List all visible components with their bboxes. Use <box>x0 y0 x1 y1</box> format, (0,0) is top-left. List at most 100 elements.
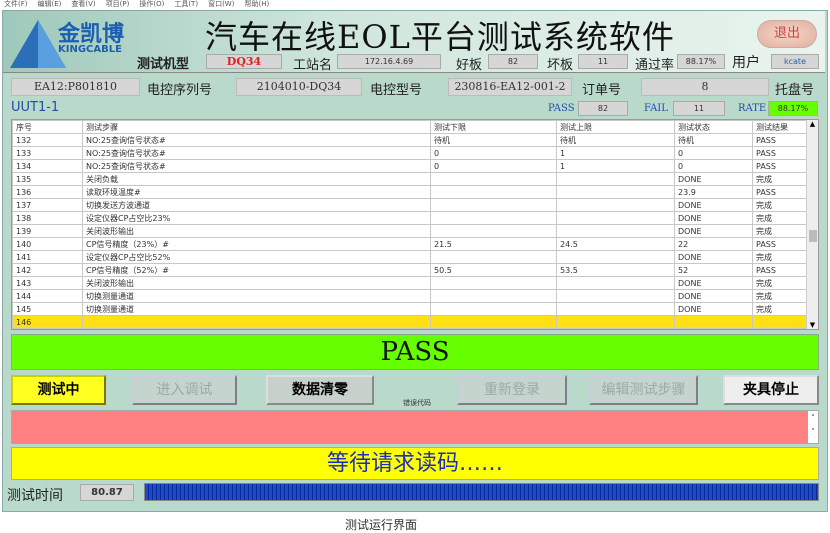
model-label: 测试机型 <box>137 57 190 72</box>
table-cell: 0 <box>674 146 753 160</box>
column-header[interactable]: 测试结果 <box>752 120 808 134</box>
table-cell: DONE <box>674 302 753 316</box>
good-field: 82 <box>488 54 538 69</box>
serial-label: 电控序列号 <box>147 83 213 98</box>
rate-field: 88.17% <box>677 54 725 69</box>
scroll-up-icon[interactable]: ▲ <box>809 120 816 128</box>
menu-item[interactable]: 帮助(H) <box>244 0 270 8</box>
table-cell: 21.5 <box>430 237 557 251</box>
table-cell: 切换发送方波通道 <box>82 198 431 212</box>
table-row[interactable]: 144 切换测量通道 DONE 完成 <box>12 289 808 303</box>
column-header[interactable]: 测试上限 <box>556 120 675 134</box>
table-cell: DONE <box>674 289 753 303</box>
table-row[interactable]: 132 NO:25查询信号状态# 待机 待机 待机 PASS <box>12 133 808 147</box>
table-cell <box>556 211 675 225</box>
progress-fill <box>145 484 818 500</box>
debug-button[interactable]: 进入调试 <box>132 375 237 405</box>
uut-label: UUT1-1 <box>11 100 60 115</box>
table-row[interactable]: 135 关闭负载 DONE 完成 <box>12 172 808 186</box>
table-row[interactable]: 139 关闭波形输出 DONE 完成 <box>12 224 808 238</box>
menu-item[interactable]: 查看(V) <box>71 0 96 8</box>
fixture-stop-button[interactable]: 夹具停止 <box>723 375 819 405</box>
table-cell: NO:25查询信号状态# <box>82 146 431 160</box>
menu-bar: 文件(F) 编辑(E) 查看(V) 项目(P) 操作(O) 工具(T) 窗口(W) 帮助(H) <box>0 0 830 10</box>
table-cell: 完成 <box>752 211 808 225</box>
type-field[interactable]: 2104010-DQ34 <box>236 78 362 96</box>
table-cell: 137 <box>12 198 83 212</box>
table-row[interactable]: 136 读取环境温度# 23.9 PASS <box>12 185 808 199</box>
order-label: 订单号 <box>582 83 622 98</box>
table-row[interactable]: 138 设定仪器CP占空比23% DONE 完成 <box>12 211 808 225</box>
table-row[interactable]: 146 <box>12 315 808 329</box>
exit-button[interactable]: 退出 <box>757 20 817 48</box>
order-field[interactable]: 230816-EA12-001-2 <box>448 78 572 96</box>
tray-field[interactable]: 8 <box>641 78 769 96</box>
column-header[interactable]: 测试状态 <box>674 120 753 134</box>
table-row[interactable]: 143 关闭波形输出 DONE 完成 <box>12 276 808 290</box>
table-cell <box>430 185 557 199</box>
table-cell <box>430 289 557 303</box>
bad-field: 11 <box>578 54 628 69</box>
edit-steps-button[interactable]: 编辑测试步骤 <box>589 375 698 405</box>
scroll-down-icon[interactable]: ▼ <box>809 321 816 329</box>
table-cell <box>752 315 808 329</box>
table-cell: CP信号精度（52%）# <box>82 263 431 277</box>
table-cell: 146 <box>12 315 83 329</box>
table-cell <box>674 315 753 329</box>
caption: 测试运行界面 <box>345 518 418 532</box>
test-time-field: 80.87 <box>80 484 134 501</box>
result-banner: PASS <box>11 334 819 370</box>
pass-label: PASS <box>548 103 575 114</box>
app-title: 汽车在线EOL平台测试系统软件 <box>205 18 675 56</box>
menu-item[interactable]: 工具(T) <box>174 0 199 8</box>
table-cell: 设定仪器CP占空比23% <box>82 211 431 225</box>
logo-text: 金凯博 <box>58 22 125 47</box>
table-cell <box>556 185 675 199</box>
relogin-button[interactable]: 重新登录 <box>457 375 567 405</box>
column-header[interactable]: 测试步骤 <box>82 120 431 134</box>
table-row[interactable]: 141 设定仪器CP占空比52% DONE 完成 <box>12 250 808 264</box>
table-row[interactable]: 142 CP信号精度（52%）# 50.5 53.5 52 PASS <box>12 263 808 277</box>
table-cell: 读取环境温度# <box>82 185 431 199</box>
table-scrollbar[interactable]: ▲ ▼ <box>806 120 818 329</box>
table-cell: 136 <box>12 185 83 199</box>
table-cell: PASS <box>752 159 808 173</box>
menu-item[interactable]: 文件(F) <box>4 0 28 8</box>
serial-field[interactable]: EA12:P801810 <box>11 78 140 96</box>
menu-item[interactable]: 编辑(E) <box>37 0 62 8</box>
logo-subtext: KINGCABLE <box>58 44 122 55</box>
table-cell <box>82 315 431 329</box>
menu-item[interactable]: 操作(O) <box>139 0 165 8</box>
error-code-textbox[interactable]: ˄ ˅ <box>11 410 819 444</box>
error-scrollbar[interactable]: ˄ ˅ <box>808 411 818 443</box>
table-cell: PASS <box>752 133 808 147</box>
table-cell: 145 <box>12 302 83 316</box>
user-field[interactable]: kcate <box>771 54 819 69</box>
column-header[interactable]: 测试下限 <box>430 120 557 134</box>
clear-data-button[interactable]: 数据清零 <box>266 375 374 405</box>
status-message: 等待请求读码…… <box>11 447 819 480</box>
scroll-thumb[interactable] <box>809 230 817 242</box>
table-cell <box>430 224 557 238</box>
table-cell: 待机 <box>430 133 557 147</box>
progress-bar <box>144 483 819 501</box>
table-cell: 133 <box>12 146 83 160</box>
testing-button[interactable]: 测试中 <box>11 375 106 405</box>
menu-item[interactable]: 项目(P) <box>105 0 130 8</box>
table-row[interactable]: 134 NO:25查询信号状态# 0 1 0 PASS <box>12 159 808 173</box>
table-row[interactable]: 133 NO:25查询信号状态# 0 1 0 PASS <box>12 146 808 160</box>
table-cell <box>556 289 675 303</box>
table-row[interactable]: 145 切换测量通道 DONE 完成 <box>12 302 808 316</box>
table-cell: 0 <box>674 159 753 173</box>
pass-count-field: 82 <box>578 101 628 116</box>
table-cell: 1 <box>556 146 675 160</box>
station-label: 工站名 <box>293 58 333 73</box>
menu-item[interactable]: 窗口(W) <box>208 0 235 8</box>
table-row[interactable]: 140 CP信号精度（23%）# 21.5 24.5 22 PASS <box>12 237 808 251</box>
table-cell: DONE <box>674 224 753 238</box>
table-cell: 138 <box>12 211 83 225</box>
table-row[interactable]: 137 切换发送方波通道 DONE 完成 <box>12 198 808 212</box>
table-cell <box>430 302 557 316</box>
test-time-label: 测试时间 <box>7 488 63 504</box>
column-header[interactable]: 序号 <box>12 120 83 134</box>
